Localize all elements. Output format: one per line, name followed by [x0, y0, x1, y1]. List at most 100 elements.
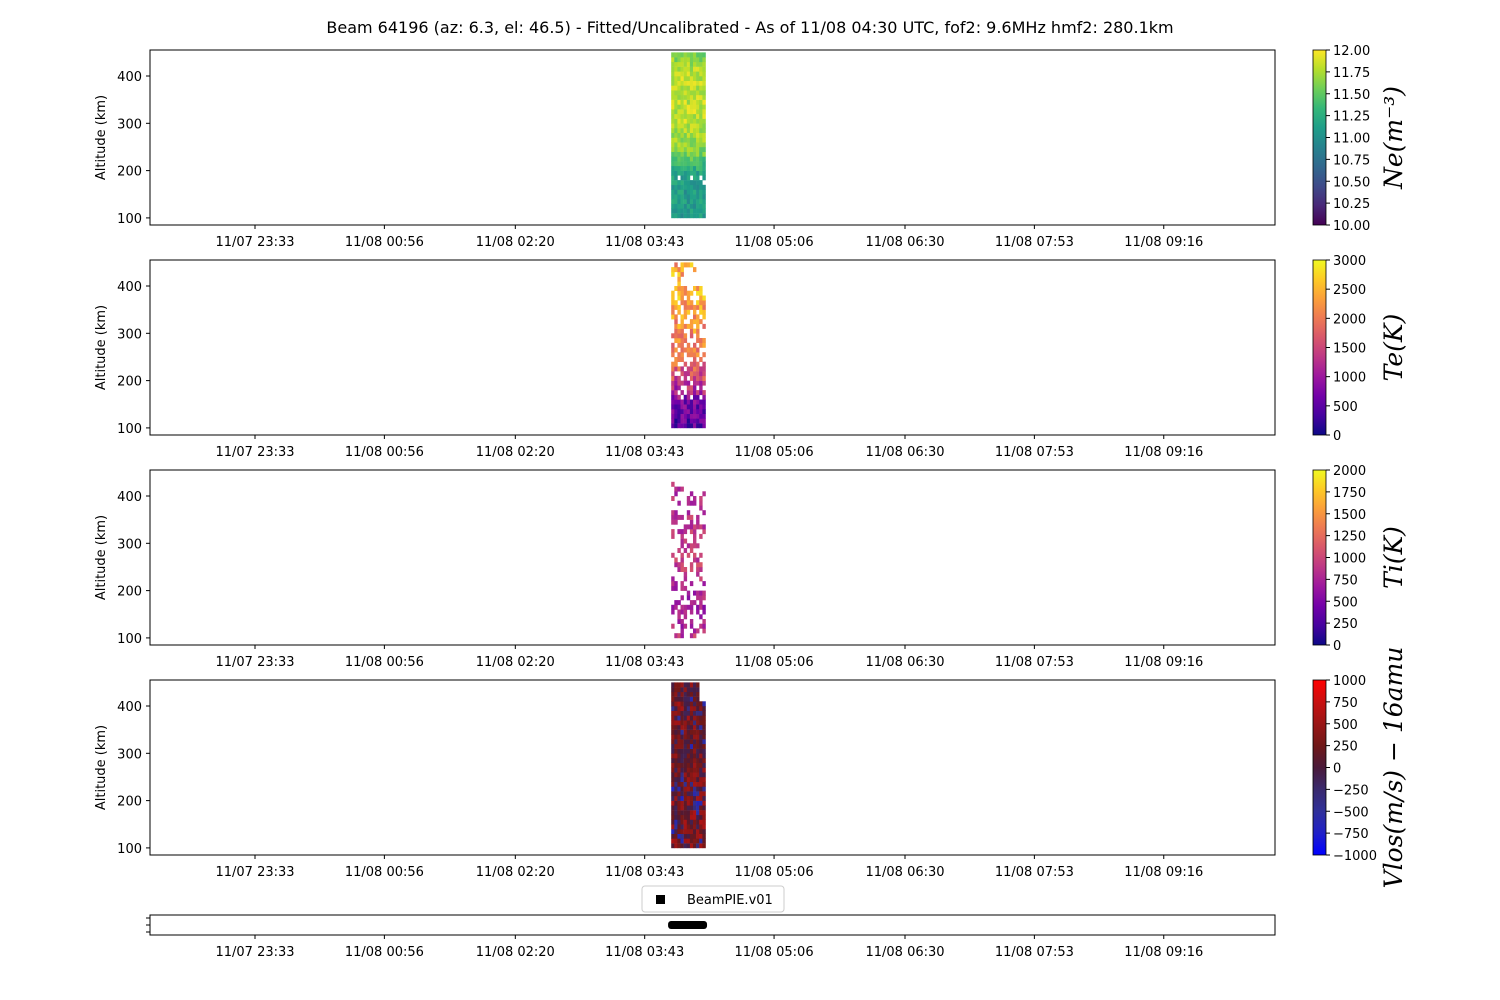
heatmap-cell [677, 104, 681, 110]
x-tick-label: 11/08 00:56 [345, 445, 424, 460]
heatmap-cell [686, 371, 691, 377]
heatmap-cell [680, 691, 684, 697]
heatmap-cell [671, 295, 675, 301]
heatmap-cell [677, 739, 681, 745]
heatmap-cell [683, 213, 688, 219]
heatmap-cell [674, 701, 678, 707]
heatmap-cell [702, 342, 706, 348]
heatmap-cell [683, 413, 688, 419]
heatmap-cell [683, 380, 688, 386]
heatmap-cell [702, 390, 706, 396]
heatmap-cell [689, 128, 694, 133]
heatmap-cell [671, 380, 675, 386]
heatmap-cell [702, 132, 706, 138]
heatmap-cell [671, 701, 675, 707]
heatmap-cell [686, 524, 691, 530]
heatmap-cell [674, 180, 678, 186]
heatmap-cell [702, 510, 706, 516]
heatmap-cell [702, 824, 706, 830]
heatmap-cell [683, 52, 688, 58]
heatmap-cell [689, 500, 694, 506]
heatmap-cell [696, 142, 700, 148]
heatmap-cell [702, 833, 706, 839]
heatmap-cell [677, 633, 681, 639]
heatmap-cell [689, 161, 694, 167]
heatmap-cell [693, 496, 697, 501]
heatmap-cell [683, 61, 688, 67]
heatmap-cell [686, 748, 691, 754]
heatmap-cell [674, 137, 678, 143]
x-tick-label: 11/08 00:56 [345, 235, 424, 250]
heatmap-cell [696, 833, 700, 839]
heatmap-cell [696, 706, 700, 711]
heatmap-cell [674, 604, 678, 610]
heatmap-cell [689, 762, 694, 768]
heatmap-cell [699, 123, 703, 129]
heatmap-cell [671, 743, 675, 749]
heatmap-cell [702, 352, 706, 358]
heatmap-cell [693, 66, 697, 72]
heatmap-cell [696, 80, 700, 86]
heatmap-cell [680, 267, 684, 273]
heatmap-cell [674, 724, 678, 730]
heatmap-cell [693, 748, 697, 754]
heatmap-cell [683, 810, 688, 816]
heatmap-cell [677, 132, 681, 138]
heatmap-cell [686, 724, 691, 730]
heatmap-cell [680, 142, 684, 148]
legend: BeamPIE.v01 [641, 885, 785, 913]
heatmap-cell [677, 772, 681, 778]
heatmap-cell [696, 739, 700, 745]
heatmap-cell [696, 514, 700, 520]
heatmap-cell [677, 137, 681, 143]
heatmap-cell [702, 724, 706, 730]
heatmap-cell [686, 109, 691, 115]
heatmap-cell [693, 304, 697, 310]
heatmap-cell [689, 691, 694, 697]
heatmap-cell [702, 524, 706, 530]
heatmap-cell [683, 814, 688, 820]
heatmap-cell [699, 524, 703, 530]
heatmap-cell [702, 404, 706, 410]
heatmap-cell [674, 413, 678, 419]
heatmap-cell [680, 184, 684, 190]
heatmap-cell [693, 309, 697, 315]
heatmap-cell [699, 52, 703, 58]
heatmap-cell [702, 423, 706, 429]
heatmap-cell [671, 128, 675, 133]
heatmap-cell [683, 696, 688, 702]
heatmap-cell [680, 781, 684, 787]
heatmap-cell [677, 323, 681, 329]
heatmap-cell [702, 413, 706, 419]
heatmap-cell [693, 347, 697, 353]
heatmap-cell [680, 533, 684, 539]
heatmap-cells [671, 262, 706, 429]
heatmap-cell [683, 743, 688, 749]
heatmap-cell [680, 791, 684, 797]
heatmap-cell [689, 208, 694, 214]
heatmap-cell [693, 590, 697, 596]
heatmap-cell [702, 338, 706, 343]
heatmap-cell [677, 76, 681, 81]
heatmap-cell [671, 94, 675, 100]
heatmap-cell [693, 137, 697, 143]
heatmap-cell [674, 213, 678, 219]
heatmap-cell [677, 276, 681, 282]
heatmap-cell [677, 600, 681, 606]
heatmap-cell [671, 314, 675, 320]
heatmap-cell [671, 819, 675, 825]
heatmap-cell [699, 76, 703, 81]
heatmap-cell [689, 328, 694, 334]
y-tick-label: 400 [117, 280, 142, 295]
heatmap-cell [702, 165, 706, 171]
heatmap-cell [674, 199, 678, 204]
x-tick-label: 11/07 23:33 [215, 945, 294, 960]
heatmap-cell [683, 109, 688, 115]
heatmap-cell [680, 786, 684, 792]
heatmap-cell [674, 729, 678, 735]
heatmap-cell [671, 271, 675, 277]
y-tick-label: 200 [117, 165, 142, 180]
heatmap-cell [677, 394, 681, 400]
heatmap-cell [671, 581, 675, 587]
heatmap-cell [702, 128, 706, 133]
